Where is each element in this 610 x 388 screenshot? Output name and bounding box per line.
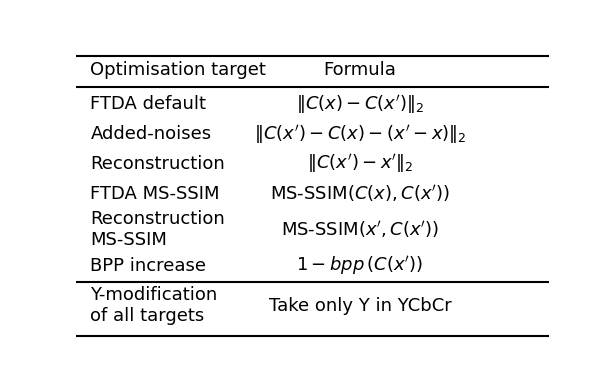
Text: $\|C(x) - C(x^\prime)\|_2$: $\|C(x) - C(x^\prime)\|_2$ <box>296 93 424 116</box>
Text: FTDA default: FTDA default <box>90 95 206 113</box>
Text: Reconstruction
MS-SSIM: Reconstruction MS-SSIM <box>90 210 225 249</box>
Text: BPP increase: BPP increase <box>90 256 206 275</box>
Text: FTDA MS-SSIM: FTDA MS-SSIM <box>90 185 220 203</box>
Text: Take only Y in YCbCr: Take only Y in YCbCr <box>268 297 451 315</box>
Text: $\mathrm{MS\text{-}SSIM}(x^\prime, C(x^\prime))$: $\mathrm{MS\text{-}SSIM}(x^\prime, C(x^\… <box>281 219 439 240</box>
Text: $\mathrm{MS\text{-}SSIM}(C(x), C(x^\prime))$: $\mathrm{MS\text{-}SSIM}(C(x), C(x^\prim… <box>270 184 450 204</box>
Text: $\|C(x^\prime) - C(x) - (x^\prime - x)\|_2$: $\|C(x^\prime) - C(x) - (x^\prime - x)\|… <box>254 123 466 146</box>
Text: $\|C(x^\prime) - x^\prime\|_2$: $\|C(x^\prime) - x^\prime\|_2$ <box>307 152 413 175</box>
Text: Y-modification
of all targets: Y-modification of all targets <box>90 286 218 325</box>
Text: Reconstruction: Reconstruction <box>90 155 225 173</box>
Text: Formula: Formula <box>323 61 396 80</box>
Text: Optimisation target: Optimisation target <box>90 61 267 80</box>
Text: Added-noises: Added-noises <box>90 125 212 143</box>
Text: $1 - \mathit{bpp}\,(C(x^\prime))$: $1 - \mathit{bpp}\,(C(x^\prime))$ <box>296 254 423 277</box>
